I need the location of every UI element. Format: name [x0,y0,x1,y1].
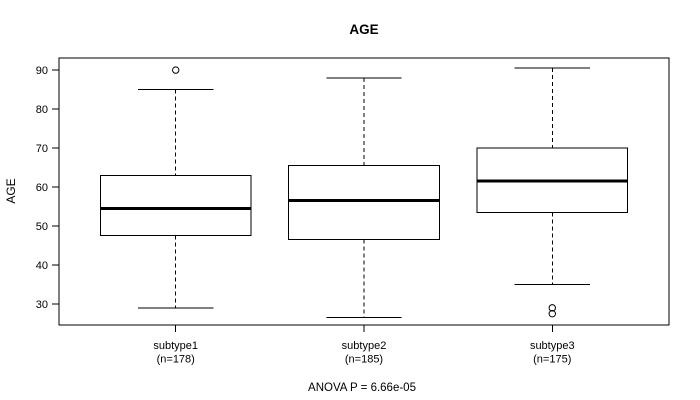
y-axis-tick-label: 80 [36,104,48,116]
outlier-point [548,304,556,312]
x-category-count: (n=185) [345,354,383,366]
boxplot-subtype1: subtype1 (n=178) [99,66,252,366]
x-category-count: (n=175) [533,354,571,366]
x-category-count: (n=178) [157,354,195,366]
chart-title: AGE [349,22,378,37]
x-category-label: subtype3 [530,340,575,352]
y-axis-tick-label: 60 [36,182,48,194]
boxplot-subtype3: subtype3 (n=175) [476,67,629,366]
x-category-label: subtype2 [342,340,387,352]
y-axis-tick-label: 70 [36,143,48,155]
y-axis-tick-label: 50 [36,221,48,233]
box-rect [288,165,440,241]
box-rect [99,174,252,237]
anova-p-annotation: ANOVA P = 6.66e-05 [308,382,416,394]
x-category-label: subtype1 [153,340,198,352]
outlier-point [172,66,180,74]
y-axis-tick-label: 30 [36,299,48,311]
y-axis-tick-label: 90 [36,65,48,77]
y-axis-title: AGE [4,178,18,203]
plot-area: 30 40 50 60 70 80 90 subtype1 (n=178) subtype2 (n=… [36,57,670,366]
boxplot-subtype2: subtype2 (n=185) [288,77,440,366]
y-axis-tick-label: 40 [36,260,48,272]
outlier-point [548,309,556,318]
